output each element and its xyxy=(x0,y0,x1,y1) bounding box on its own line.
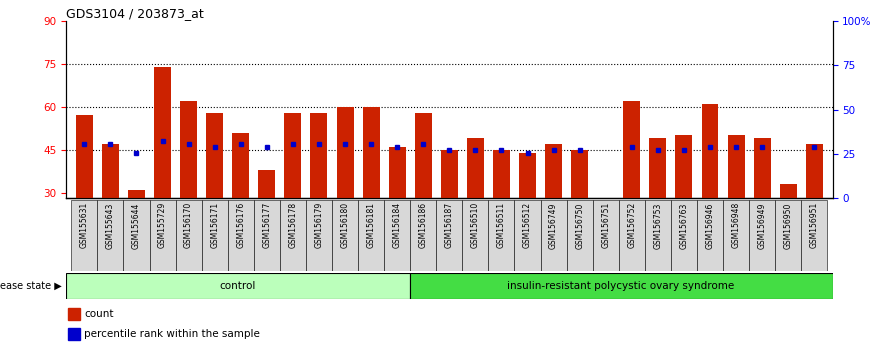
Bar xyxy=(254,200,280,271)
Text: GSM156511: GSM156511 xyxy=(497,202,506,248)
Bar xyxy=(597,198,614,233)
Bar xyxy=(337,107,353,198)
Bar xyxy=(676,136,692,198)
Bar xyxy=(440,150,458,198)
Bar xyxy=(98,200,123,271)
Text: GSM156763: GSM156763 xyxy=(679,202,688,249)
Text: disease state ▶: disease state ▶ xyxy=(0,281,62,291)
Bar xyxy=(593,200,618,271)
Bar xyxy=(801,200,827,271)
Bar xyxy=(749,200,775,271)
Bar xyxy=(541,200,566,271)
Text: GSM156751: GSM156751 xyxy=(601,202,611,249)
Bar xyxy=(701,104,719,198)
Text: GSM156512: GSM156512 xyxy=(523,202,532,248)
Bar xyxy=(566,200,593,271)
Text: GSM156171: GSM156171 xyxy=(211,202,219,248)
Bar xyxy=(436,200,463,271)
Bar xyxy=(332,200,358,271)
Bar xyxy=(154,67,171,198)
Text: GSM156187: GSM156187 xyxy=(445,202,454,248)
Text: GSM156752: GSM156752 xyxy=(627,202,636,249)
Text: GSM156950: GSM156950 xyxy=(784,202,793,249)
Bar xyxy=(150,200,175,271)
Text: GSM156510: GSM156510 xyxy=(470,202,480,249)
Text: GSM156951: GSM156951 xyxy=(810,202,818,249)
Bar xyxy=(384,200,411,271)
Bar xyxy=(258,170,275,198)
Bar xyxy=(66,273,410,299)
Bar xyxy=(306,200,332,271)
Text: GSM156753: GSM156753 xyxy=(654,202,663,249)
Bar xyxy=(285,113,301,198)
Bar xyxy=(411,200,436,271)
Text: control: control xyxy=(219,281,256,291)
Bar xyxy=(467,138,484,198)
Bar xyxy=(71,200,98,271)
Bar xyxy=(618,200,645,271)
Bar xyxy=(415,113,432,198)
Bar xyxy=(280,200,306,271)
Bar xyxy=(128,190,145,198)
Bar xyxy=(806,144,823,198)
Text: GSM156170: GSM156170 xyxy=(184,202,193,249)
Text: GSM156949: GSM156949 xyxy=(758,202,766,249)
Bar xyxy=(389,147,405,198)
Bar xyxy=(728,136,744,198)
Bar xyxy=(206,113,223,198)
Bar xyxy=(545,144,562,198)
Text: GSM156177: GSM156177 xyxy=(263,202,271,249)
Text: GSM156750: GSM156750 xyxy=(575,202,584,249)
Text: percentile rank within the sample: percentile rank within the sample xyxy=(85,329,261,339)
Text: GDS3104 / 203873_at: GDS3104 / 203873_at xyxy=(66,7,204,20)
Bar xyxy=(68,328,80,340)
Text: GSM156186: GSM156186 xyxy=(418,202,428,248)
Bar xyxy=(571,150,589,198)
Bar xyxy=(463,200,488,271)
Bar xyxy=(175,200,202,271)
Text: GSM155643: GSM155643 xyxy=(106,202,115,249)
Bar xyxy=(123,200,150,271)
Bar xyxy=(645,200,671,271)
Bar xyxy=(233,133,249,198)
Bar xyxy=(410,273,833,299)
Text: GSM156176: GSM156176 xyxy=(236,202,245,249)
Text: GSM156946: GSM156946 xyxy=(706,202,714,249)
Bar xyxy=(780,184,796,198)
Bar xyxy=(515,200,541,271)
Bar xyxy=(180,101,197,198)
Text: GSM156179: GSM156179 xyxy=(315,202,323,249)
Text: GSM155729: GSM155729 xyxy=(158,202,167,249)
Text: insulin-resistant polycystic ovary syndrome: insulin-resistant polycystic ovary syndr… xyxy=(507,281,735,291)
Text: GSM155644: GSM155644 xyxy=(132,202,141,249)
Text: GSM156184: GSM156184 xyxy=(393,202,402,248)
Bar xyxy=(310,113,328,198)
Bar xyxy=(358,200,384,271)
Text: GSM156948: GSM156948 xyxy=(731,202,741,249)
Bar xyxy=(76,115,93,198)
Text: GSM155631: GSM155631 xyxy=(80,202,89,249)
Bar xyxy=(519,153,536,198)
Bar xyxy=(753,138,771,198)
Bar xyxy=(202,200,227,271)
Bar xyxy=(363,107,380,198)
Bar xyxy=(697,200,723,271)
Bar xyxy=(493,150,510,198)
Bar xyxy=(775,200,801,271)
Text: GSM156178: GSM156178 xyxy=(288,202,298,248)
Text: GSM156181: GSM156181 xyxy=(366,202,375,248)
Bar xyxy=(671,200,697,271)
Bar xyxy=(102,144,119,198)
Bar xyxy=(723,200,749,271)
Text: count: count xyxy=(85,309,114,319)
Bar xyxy=(488,200,515,271)
Bar xyxy=(624,101,640,198)
Text: GSM156749: GSM156749 xyxy=(549,202,558,249)
Bar xyxy=(68,308,80,320)
Text: GSM156180: GSM156180 xyxy=(341,202,350,248)
Bar xyxy=(649,138,666,198)
Bar xyxy=(227,200,254,271)
